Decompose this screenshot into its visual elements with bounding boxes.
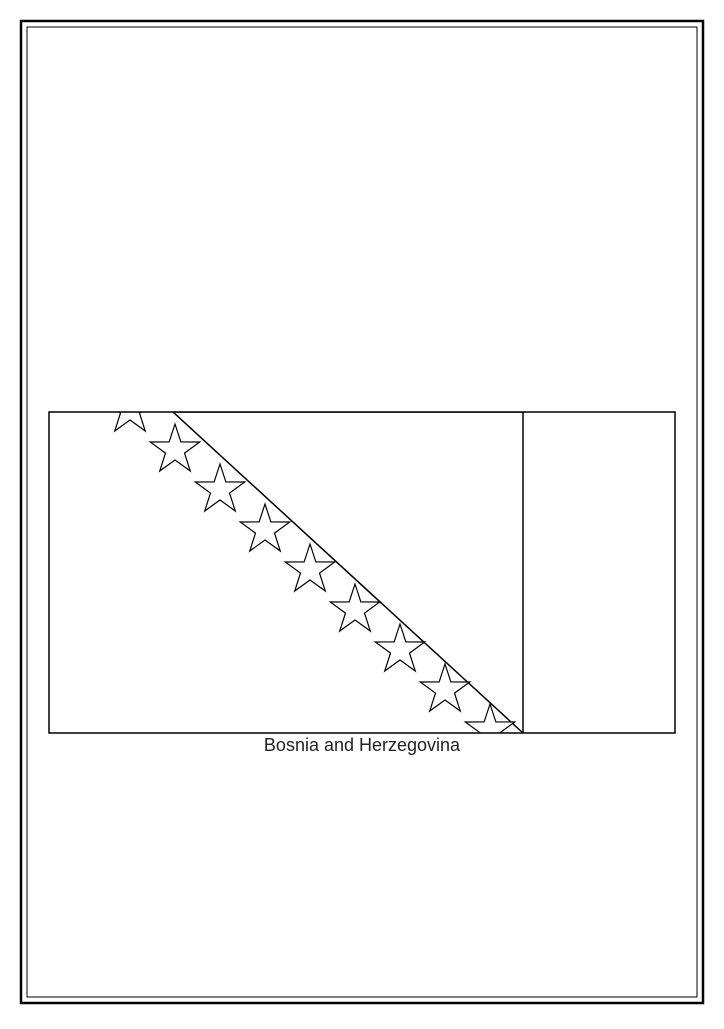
caption-text: Bosnia and Herzegovina [0,735,724,756]
flag-drawing [0,0,724,1024]
page: Bosnia and Herzegovina [0,0,724,1024]
